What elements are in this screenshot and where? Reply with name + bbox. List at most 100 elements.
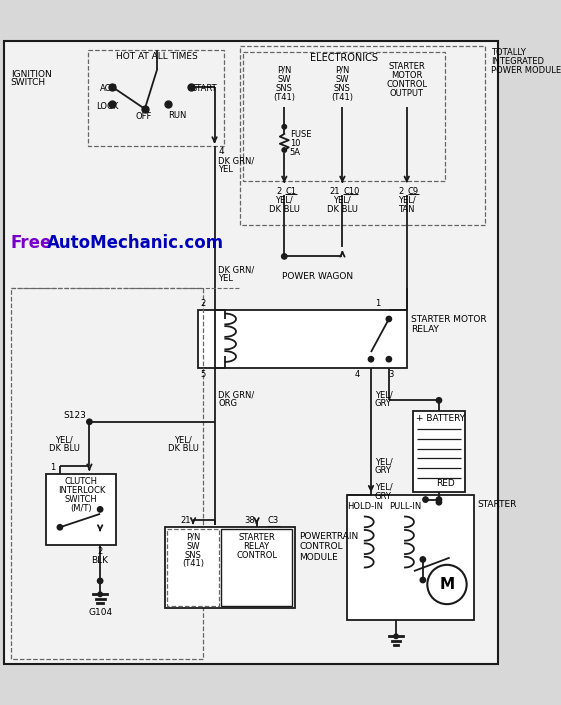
- Text: OUTPUT: OUTPUT: [390, 90, 424, 98]
- Text: RELAY: RELAY: [243, 541, 270, 551]
- Text: POWERTRAIN: POWERTRAIN: [300, 532, 358, 541]
- Text: SNS: SNS: [185, 551, 201, 560]
- Circle shape: [87, 419, 92, 424]
- Text: RED: RED: [436, 479, 455, 488]
- Text: RELAY: RELAY: [411, 325, 439, 334]
- Text: P/N: P/N: [186, 533, 200, 541]
- Text: INTEGRATED: INTEGRATED: [491, 57, 544, 66]
- Text: 2: 2: [200, 299, 205, 308]
- Text: G104: G104: [88, 608, 112, 617]
- Text: 2: 2: [399, 187, 404, 196]
- Text: (M/T): (M/T): [71, 504, 92, 513]
- Text: INTERLOCK: INTERLOCK: [58, 486, 105, 495]
- Text: ORG: ORG: [218, 400, 237, 408]
- Text: GRY: GRY: [375, 491, 392, 501]
- Text: DK BLU: DK BLU: [327, 204, 358, 214]
- Text: TAN: TAN: [398, 204, 415, 214]
- Text: STARTER: STARTER: [477, 500, 517, 508]
- Text: SW: SW: [186, 541, 200, 551]
- Text: (T41): (T41): [332, 93, 353, 102]
- Text: IGNITION: IGNITION: [11, 70, 52, 78]
- Text: YEL: YEL: [218, 274, 233, 283]
- Text: YEL: YEL: [218, 165, 233, 174]
- Text: OFF: OFF: [136, 111, 152, 121]
- Circle shape: [98, 507, 103, 512]
- Text: DK GRN/: DK GRN/: [218, 265, 254, 274]
- Text: C9: C9: [408, 187, 419, 196]
- Text: 10: 10: [289, 140, 300, 148]
- Bar: [243, 51, 445, 181]
- Circle shape: [394, 634, 398, 639]
- Circle shape: [436, 497, 442, 502]
- Circle shape: [98, 592, 102, 596]
- Text: DK BLU: DK BLU: [269, 204, 300, 214]
- Text: CLUTCH: CLUTCH: [65, 477, 98, 486]
- Text: YEL/: YEL/: [275, 195, 293, 204]
- Text: P/N: P/N: [335, 66, 350, 75]
- Bar: [11, 288, 203, 658]
- Text: S123: S123: [63, 411, 86, 420]
- Text: HOT AT ALL TIMES: HOT AT ALL TIMES: [116, 51, 197, 61]
- Bar: [167, 529, 219, 606]
- Circle shape: [427, 565, 467, 604]
- Circle shape: [282, 125, 287, 129]
- Text: HOLD-IN: HOLD-IN: [347, 502, 383, 511]
- Text: 21: 21: [329, 187, 340, 196]
- Circle shape: [386, 357, 392, 362]
- Circle shape: [386, 317, 392, 321]
- Bar: [47, 474, 116, 545]
- Text: FUSE: FUSE: [289, 130, 311, 140]
- Circle shape: [423, 497, 428, 502]
- Text: YEL/: YEL/: [56, 435, 73, 444]
- Text: MOTOR: MOTOR: [391, 71, 422, 80]
- Text: SW: SW: [278, 75, 291, 84]
- Text: ELECTRONICS: ELECTRONICS: [310, 54, 378, 63]
- Circle shape: [436, 500, 442, 505]
- Text: YEL/: YEL/: [334, 195, 351, 204]
- Text: START: START: [191, 84, 217, 93]
- Text: BLK: BLK: [91, 556, 109, 565]
- Text: 4: 4: [218, 147, 224, 157]
- Text: 3: 3: [388, 370, 393, 379]
- Text: CONTROL: CONTROL: [300, 542, 343, 551]
- Text: 1: 1: [375, 299, 381, 308]
- Text: PULL-IN: PULL-IN: [389, 502, 421, 511]
- Text: TOTALLY: TOTALLY: [491, 48, 526, 57]
- Circle shape: [369, 357, 374, 362]
- Text: CONTROL: CONTROL: [387, 80, 427, 90]
- Text: 5: 5: [200, 370, 205, 379]
- Bar: [240, 47, 485, 225]
- Text: RUN: RUN: [168, 111, 186, 120]
- Text: YEL/: YEL/: [174, 435, 192, 444]
- Bar: [221, 529, 292, 606]
- Text: SWITCH: SWITCH: [65, 495, 98, 504]
- Text: 5A: 5A: [289, 148, 301, 157]
- Circle shape: [282, 254, 287, 259]
- Text: POWER WAGON: POWER WAGON: [282, 271, 353, 281]
- Text: 2: 2: [98, 547, 103, 556]
- Text: Free: Free: [11, 234, 52, 252]
- Text: + BATTERY: + BATTERY: [416, 414, 465, 423]
- Bar: [88, 50, 224, 147]
- Circle shape: [420, 557, 426, 562]
- Text: AutoMechanic.com: AutoMechanic.com: [47, 234, 224, 252]
- Text: LOCK: LOCK: [96, 102, 119, 111]
- Text: ACC: ACC: [100, 84, 117, 93]
- Bar: [413, 411, 465, 491]
- Circle shape: [57, 525, 63, 530]
- Text: YEL/: YEL/: [375, 483, 392, 491]
- Bar: [347, 495, 474, 620]
- Text: YEL/: YEL/: [375, 458, 392, 467]
- Text: GRY: GRY: [375, 400, 392, 408]
- Text: 21: 21: [181, 517, 191, 525]
- Text: MODULE: MODULE: [300, 553, 338, 562]
- Text: GRY: GRY: [375, 467, 392, 475]
- Text: DK GRN/: DK GRN/: [218, 391, 254, 400]
- Text: 4: 4: [355, 370, 360, 379]
- Text: SNS: SNS: [334, 84, 351, 93]
- Text: (T41): (T41): [273, 93, 295, 102]
- Circle shape: [282, 148, 287, 152]
- Text: DK GRN/: DK GRN/: [218, 157, 254, 165]
- Text: POWER MODULE: POWER MODULE: [491, 66, 561, 75]
- Text: M: M: [439, 577, 454, 592]
